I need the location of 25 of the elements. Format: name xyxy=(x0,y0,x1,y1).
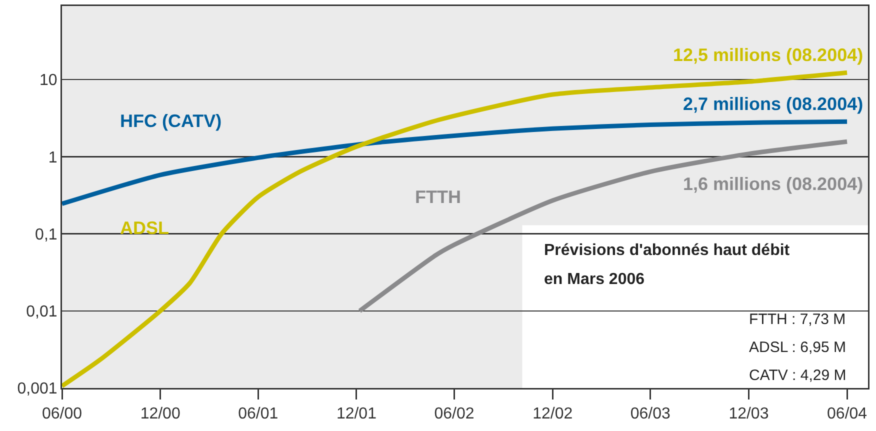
x-tick-label: 06/04 xyxy=(827,406,868,423)
x-tick-label: 12/00 xyxy=(140,406,180,423)
series-label: HFC (CATV) xyxy=(120,111,222,131)
annotation: ADSL : 6,95 M xyxy=(749,339,846,356)
y-tick-label: 0,1 xyxy=(35,226,58,244)
annotation: CATV : 4,29 M xyxy=(749,367,846,384)
series-label: FTTH xyxy=(415,187,461,207)
x-tick-label: 06/00 xyxy=(42,406,82,423)
annotation: Prévisions d'abonnés haut débit xyxy=(544,242,790,259)
y-tick-label: 10 xyxy=(40,72,58,90)
x-tick-label: 12/01 xyxy=(336,406,377,423)
annotation: 1,6 millions (08.2004) xyxy=(683,174,864,194)
annotation: 12,5 millions (08.2004) xyxy=(673,45,864,65)
annotation: 2,7 millions (08.2004) xyxy=(683,94,864,114)
annotation: FTTH : 7,73 M xyxy=(749,311,846,328)
x-tick-label: 06/02 xyxy=(434,406,474,423)
x-tick-label: 06/03 xyxy=(630,406,670,423)
annotation: en Mars 2006 xyxy=(544,271,645,288)
y-tick-label: 0,001 xyxy=(17,380,58,398)
text: ADSL xyxy=(120,218,170,238)
x-tick-label: 06/01 xyxy=(238,406,278,423)
x-tick-label: 12/03 xyxy=(728,406,769,423)
y-tick-label: 0,01 xyxy=(26,303,58,320)
y-tick-label: 1 xyxy=(48,149,58,166)
x-tick-label: 12/02 xyxy=(532,406,573,423)
